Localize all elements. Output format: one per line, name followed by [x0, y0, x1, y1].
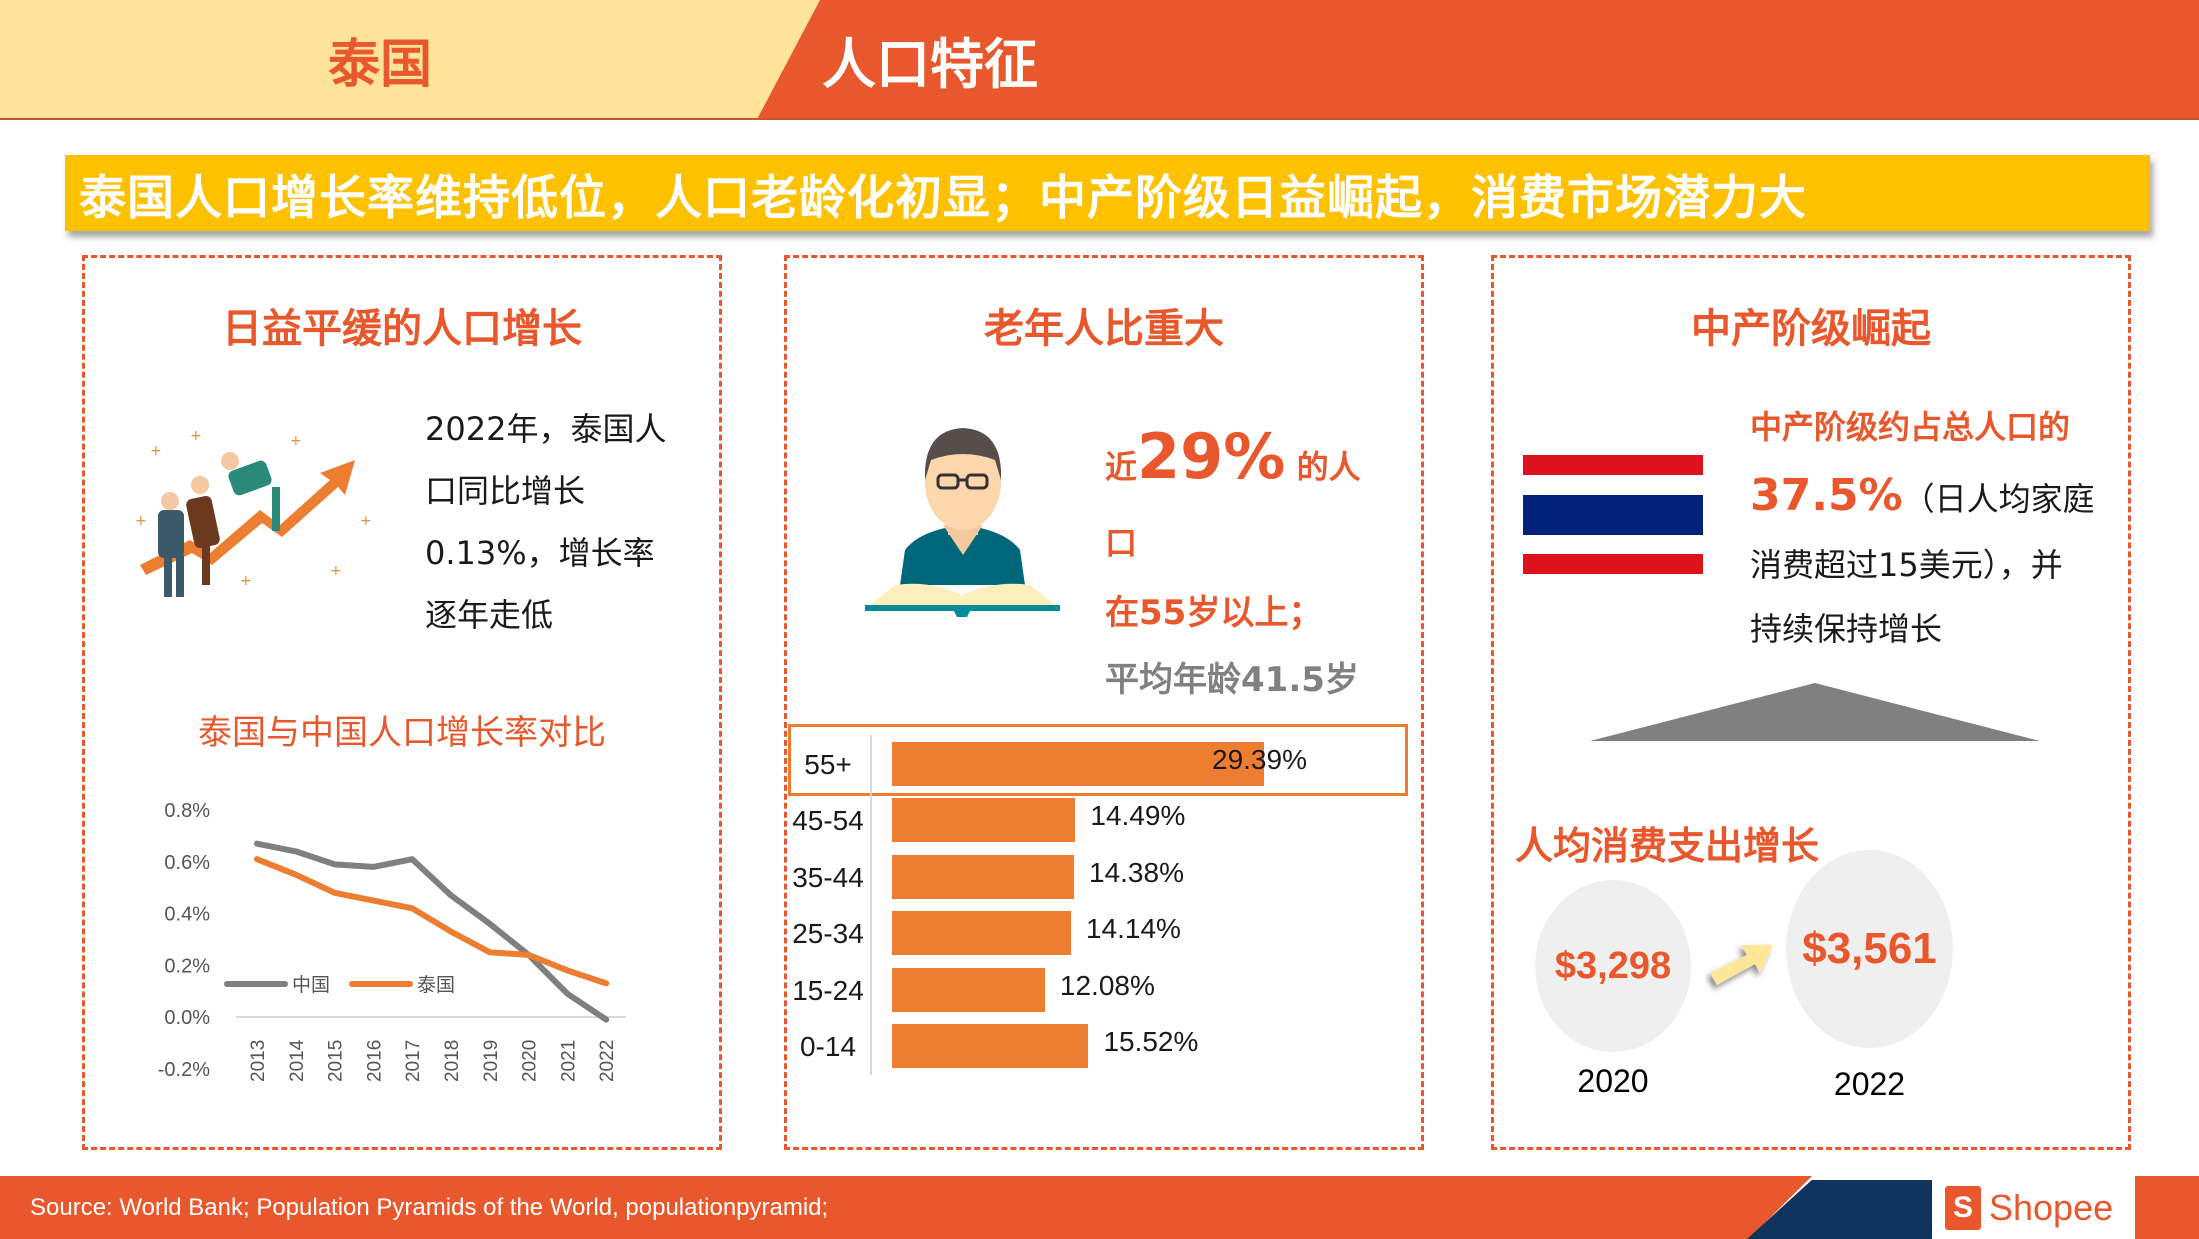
- panel-title: 日益平缓的人口增长: [222, 306, 582, 352]
- thailand-flag-icon: [1523, 455, 1703, 574]
- y-axis-ticks: 0.8% 0.6% 0.4% 0.2% 0.0% -0.2%: [158, 800, 210, 1081]
- y-tick-label: 0.4%: [164, 904, 210, 926]
- logo-text: Shopee: [1989, 1187, 2114, 1228]
- x-tick-label: 2020: [520, 1040, 541, 1082]
- bar-row: 25-34 14.14%: [788, 905, 1418, 962]
- bar-value-label: 14.14%: [1085, 913, 1181, 944]
- bar-fill: [892, 911, 1071, 955]
- elder-share-value: 29%: [1137, 420, 1286, 493]
- panel-middle-class: 中产阶级崛起: [1491, 255, 2131, 1150]
- x-tick-label: 2013: [248, 1040, 269, 1082]
- svg-text:+: +: [150, 443, 162, 459]
- header-country: 泰国: [327, 34, 432, 95]
- elder-share-text: 近29% 的人: [1105, 420, 1361, 493]
- page-title: 人口特征: [822, 32, 1038, 96]
- series-line: [254, 840, 610, 1023]
- bar-row: 55+ 29.39%: [788, 736, 1418, 793]
- bar-category-label: 55+: [804, 748, 852, 780]
- elder-share-text-cont: 口: [1105, 524, 1138, 562]
- legend-label: 泰国: [417, 974, 455, 996]
- bar-category-label: 45-54: [792, 804, 864, 836]
- bar-row: 15-24 12.08%: [788, 962, 1418, 1019]
- chart-title: 泰国与中国人口增长率对比: [198, 713, 606, 753]
- x-tick-label: 2015: [326, 1040, 347, 1082]
- footer-bar: [0, 1176, 1812, 1239]
- x-tick-label: 2017: [403, 1040, 424, 1082]
- reader-with-book-icon: [865, 428, 1060, 617]
- panel-title: 老年人比重大: [984, 306, 1224, 352]
- bar-value-label: 15.52%: [1103, 1026, 1199, 1057]
- highlight-box-55plus: [788, 724, 1408, 796]
- bar-value-label: 14.38%: [1089, 857, 1184, 888]
- svg-text:+: +: [135, 513, 147, 529]
- svg-text:+: +: [290, 433, 302, 449]
- growth-description: 2022年，泰国人 口同比增长 0.13%，增长率 逐年走低: [425, 410, 667, 634]
- elder-age-threshold: 在55岁以上；: [1105, 593, 1323, 633]
- svg-text:+: +: [190, 428, 202, 444]
- growth-rate-line-chart: 0.8%0.6%0.4%0.2%0.0%-0.2% 2013 2014 2015 20…: [158, 800, 626, 1082]
- legend-label: 中国: [292, 974, 330, 996]
- x-tick-label: 2021: [558, 1040, 579, 1082]
- bar-category-label: 15-24: [792, 974, 864, 1006]
- growth-arrow-icon: [1710, 945, 1773, 985]
- panel-population-growth: 日益平缓的人口增长: [82, 255, 722, 1150]
- y-tick-label: -0.2%: [158, 1059, 210, 1081]
- middle-class-text: 中产阶级约占总人口的: [1750, 408, 2071, 446]
- svg-text:+: +: [240, 573, 252, 589]
- x-tick-label: 2014: [287, 1039, 308, 1082]
- spending-2020-circle: $3,298: [1535, 880, 1691, 1052]
- shopping-bag-icon: S: [1945, 1186, 1981, 1230]
- svg-text:+: +: [330, 563, 342, 579]
- bar-value-label: 29.39%: [1212, 744, 1307, 775]
- footer-corner-block: [2135, 1176, 2199, 1239]
- bar-row: 35-44 14.38%: [788, 849, 1418, 906]
- spending-2022-circle: $3,561: [1786, 850, 1953, 1048]
- summary-banner: 泰国人口增长率维持低位，人口老龄化初显；中产阶级日益崛起，消费市场潜力大: [65, 155, 2150, 231]
- bar-category-label: 35-44: [792, 861, 864, 893]
- y-tick-label: 0.8%: [164, 800, 210, 822]
- chart-legend: 中国 泰国: [224, 974, 455, 996]
- x-tick-label: 2018: [442, 1040, 463, 1082]
- middle-class-text-cont: 消费超过15美元），并: [1750, 546, 2063, 584]
- middle-class-share: 37.5%（日人均家庭: [1750, 470, 2095, 521]
- average-age: 平均年龄41.5岁: [1105, 660, 1359, 700]
- svg-text:+: +: [360, 513, 372, 529]
- y-tick-label: 0.0%: [164, 1007, 210, 1029]
- x-tick-label: 2019: [481, 1040, 502, 1082]
- y-tick-label: 0.6%: [164, 852, 210, 874]
- middle-class-share-value: 37.5%: [1750, 470, 1903, 521]
- bar-category-label: 0-14: [799, 1030, 857, 1062]
- panel-title: 中产阶级崛起: [1691, 306, 1931, 352]
- bar-value-label: 14.49%: [1090, 800, 1186, 831]
- header-country-tab: [0, 0, 820, 118]
- bar-category-label: 25-34: [792, 917, 864, 949]
- panel-aging: 老年人比重大: [784, 255, 1424, 1150]
- x-tick-label: 2022: [597, 1040, 618, 1082]
- year-label-2022: 2022: [1833, 1066, 1906, 1102]
- bar-fill: [892, 1024, 1089, 1068]
- x-axis-ticks: 2013 2014 2015 2016 2017 2018 2019 2020 2021 2022: [248, 1039, 618, 1082]
- x-tick-label: 2016: [364, 1040, 385, 1082]
- series-line: [254, 856, 610, 987]
- team-growth-arrow-icon: + + + + + + +: [135, 428, 372, 597]
- bar-value-label: 12.08%: [1059, 970, 1155, 1001]
- bar-fill: [892, 968, 1045, 1012]
- bar-chart-axis: [870, 735, 872, 1075]
- bar-fill: [892, 742, 1264, 786]
- spending-title: 人均消费支出增长: [1515, 824, 1820, 868]
- bar-fill: [892, 798, 1076, 842]
- bar-row: 45-54 14.49%: [788, 792, 1418, 849]
- shopee-logo: S Shopee: [1945, 1180, 2113, 1236]
- chart-series: [254, 840, 610, 1023]
- y-tick-label: 0.2%: [164, 955, 210, 977]
- bar-row: 0-14 15.52%: [788, 1018, 1418, 1075]
- source-note: Source: World Bank; Population Pyramids …: [30, 1193, 829, 1221]
- middle-class-text-end: 持续保持增长: [1750, 610, 1943, 648]
- bar-fill: [892, 855, 1074, 899]
- year-label-2020: 2020: [1577, 1063, 1649, 1099]
